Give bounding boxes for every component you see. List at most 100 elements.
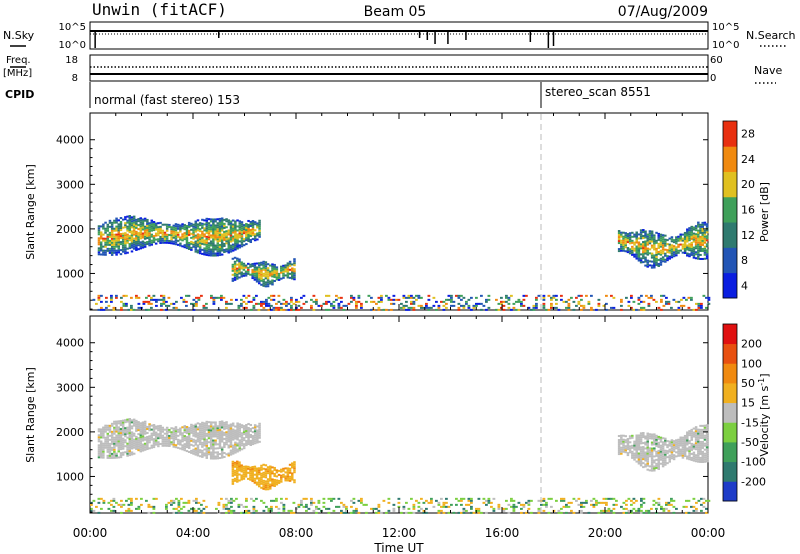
velocity-echo-cell bbox=[355, 509, 358, 512]
velocity-echo-cell bbox=[202, 507, 206, 510]
power-echo-cell bbox=[622, 243, 625, 246]
power-echo-cell bbox=[340, 300, 343, 303]
velocity-echo-cell bbox=[130, 439, 134, 442]
velocity-echo-cell bbox=[672, 448, 676, 451]
power-echo-cell bbox=[668, 247, 671, 250]
power-echo-cell bbox=[231, 273, 235, 276]
velocity-echo-cell bbox=[597, 511, 601, 514]
velocity-echo-cell bbox=[157, 425, 160, 428]
velocity-echo-cell bbox=[703, 444, 707, 447]
velocity-echo-cell bbox=[216, 435, 220, 438]
velocity-echo-cell bbox=[122, 503, 126, 506]
velocity-echo-cell bbox=[694, 442, 698, 445]
power-echo-cell bbox=[635, 239, 638, 242]
velocity-echo-cell bbox=[703, 456, 707, 459]
power-echo-cell bbox=[635, 253, 638, 256]
velocity-echo-cell bbox=[562, 499, 566, 502]
velocity-echo-cell bbox=[642, 458, 645, 461]
velocity-echo-cell bbox=[631, 436, 634, 439]
velocity-echo-cell bbox=[699, 450, 702, 453]
velocity-echo-cell bbox=[125, 499, 128, 502]
velocity-echo-cell bbox=[642, 497, 646, 500]
velocity-echo-cell bbox=[240, 434, 244, 437]
velocity-echo-cell bbox=[146, 442, 149, 445]
velocity-echo-cell bbox=[477, 511, 481, 514]
velocity-echo-cell bbox=[701, 446, 704, 449]
power-echo-cell bbox=[637, 233, 641, 236]
power-echo-cell bbox=[141, 246, 145, 249]
power-echo-cell bbox=[670, 246, 674, 249]
velocity-echo-cell bbox=[154, 437, 158, 440]
velocity-echo-cell bbox=[580, 501, 583, 504]
velocity-echo-cell bbox=[668, 440, 671, 443]
velocity-echo-cell bbox=[705, 460, 709, 463]
velocity-echo-cell bbox=[141, 449, 145, 452]
velocity-echo-cell bbox=[115, 430, 118, 433]
power-echo-cell bbox=[145, 300, 148, 303]
velocity-echo-cell bbox=[277, 481, 281, 484]
velocity-echo-cell bbox=[196, 432, 200, 435]
power-echo-cell bbox=[505, 296, 508, 299]
velocity-echo-cell bbox=[126, 432, 129, 435]
velocity-echo-cell bbox=[238, 473, 241, 476]
power-echo-cell bbox=[104, 245, 107, 248]
velocity-echo-cell bbox=[207, 449, 211, 452]
velocity-echo-cell bbox=[187, 499, 191, 502]
power-echo-cell bbox=[176, 223, 180, 226]
velocity-echo-cell bbox=[245, 511, 248, 514]
velocity-echo-cell bbox=[157, 441, 160, 444]
velocity-echo-cell bbox=[694, 440, 698, 443]
velocity-echo-cell bbox=[183, 439, 187, 442]
velocity-echo-cell bbox=[227, 438, 231, 441]
velocity-echo-cell bbox=[668, 454, 671, 457]
velocity-echo-cell bbox=[688, 442, 691, 445]
power-echo-cell bbox=[249, 273, 252, 276]
power-echo-cell bbox=[201, 232, 204, 235]
power-echo-cell bbox=[154, 232, 158, 235]
power-echo-cell bbox=[646, 235, 649, 238]
power-echo-cell bbox=[240, 223, 244, 226]
velocity-echo-cell bbox=[702, 497, 706, 500]
power-echo-cell bbox=[697, 251, 700, 254]
velocity-echo-cell bbox=[187, 501, 191, 504]
power-echo-cell bbox=[102, 233, 105, 236]
power-echo-cell bbox=[245, 233, 248, 236]
power-echo-cell bbox=[624, 234, 627, 237]
velocity-echo-cell bbox=[560, 511, 563, 514]
velocity-echo-cell bbox=[192, 440, 195, 443]
power-echo-cell bbox=[159, 235, 162, 238]
velocity-echo-cell bbox=[194, 439, 198, 442]
power-echo-cell bbox=[104, 237, 107, 240]
velocity-echo-cell bbox=[140, 497, 143, 500]
power-echo-cell bbox=[218, 243, 222, 246]
velocity-echo-cell bbox=[102, 454, 105, 457]
power-echo-cell bbox=[110, 239, 114, 242]
velocity-echo-cell bbox=[637, 456, 641, 459]
power-echo-cell bbox=[639, 253, 643, 256]
power-echo-cell bbox=[227, 247, 231, 250]
velocity-echo-cell bbox=[430, 499, 433, 502]
velocity-echo-cell bbox=[128, 420, 132, 423]
power-echo-cell bbox=[699, 235, 702, 238]
power-echo-cell bbox=[560, 298, 563, 301]
velocity-echo-cell bbox=[150, 424, 154, 427]
velocity-echo-cell bbox=[236, 480, 239, 483]
velocity-echo-cell bbox=[240, 466, 243, 469]
velocity-echo-cell bbox=[150, 438, 154, 441]
velocity-echo-cell bbox=[113, 448, 116, 451]
velocity-echo-cell bbox=[92, 499, 96, 502]
power-echo-cell bbox=[183, 246, 187, 249]
velocity-echo-cell bbox=[666, 450, 669, 453]
velocity-echo-cell bbox=[620, 452, 623, 455]
velocity-echo-cell bbox=[252, 509, 256, 512]
velocity-echo-cell bbox=[650, 467, 654, 470]
velocity-echo-cell bbox=[703, 448, 707, 451]
power-echo-cell bbox=[196, 243, 200, 246]
power-echo-cell bbox=[196, 227, 200, 230]
power-echo-cell bbox=[223, 244, 226, 247]
velocity-echo-cell bbox=[148, 429, 151, 432]
velocity-echo-cell bbox=[275, 497, 278, 500]
power-echo-cell bbox=[258, 266, 261, 269]
velocity-echo-cell bbox=[190, 429, 193, 432]
power-echo-cell bbox=[126, 239, 129, 242]
